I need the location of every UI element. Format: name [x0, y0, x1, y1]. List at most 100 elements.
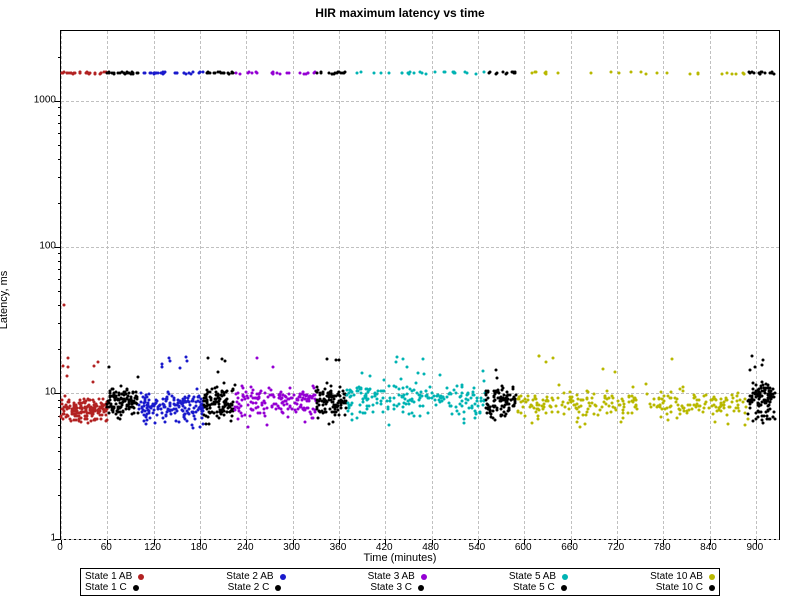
- data-point: [569, 398, 572, 401]
- data-point: [704, 403, 707, 406]
- data-point: [292, 393, 295, 396]
- data-point: [476, 404, 479, 407]
- data-point: [451, 412, 454, 415]
- data-point: [179, 400, 182, 403]
- data-point: [610, 401, 613, 404]
- data-point: [325, 358, 328, 361]
- data-point: [406, 366, 409, 369]
- data-point: [205, 399, 208, 402]
- data-point: [182, 410, 185, 413]
- x-tick-label: 900: [746, 542, 763, 553]
- data-point: [249, 395, 252, 398]
- data-point: [438, 373, 441, 376]
- data-point: [645, 72, 648, 75]
- data-point: [223, 403, 226, 406]
- data-point: [588, 405, 591, 408]
- data-point: [126, 395, 129, 398]
- data-point: [666, 418, 669, 421]
- data-point: [590, 71, 593, 74]
- data-point: [145, 418, 148, 421]
- data-point: [728, 405, 731, 408]
- data-point: [136, 71, 139, 74]
- data-point: [203, 413, 206, 416]
- data-point: [79, 411, 82, 414]
- data-point: [358, 404, 361, 407]
- data-point: [652, 397, 655, 400]
- data-point: [755, 418, 758, 421]
- data-point: [645, 393, 648, 396]
- data-point: [660, 391, 663, 394]
- data-point: [696, 72, 699, 75]
- data-point: [250, 386, 253, 389]
- data-point: [362, 412, 365, 415]
- data-point: [233, 384, 236, 387]
- x-tick-label: 180: [191, 542, 208, 553]
- data-point: [710, 405, 713, 408]
- data-point: [198, 425, 201, 428]
- data-point: [726, 414, 729, 417]
- data-point: [92, 381, 95, 384]
- data-point: [541, 408, 544, 411]
- data-point: [120, 402, 123, 405]
- data-point: [307, 398, 310, 401]
- data-point: [611, 406, 614, 409]
- data-point: [526, 399, 529, 402]
- legend-item: State 10 AB: [650, 571, 715, 582]
- data-point: [327, 392, 330, 395]
- data-point: [541, 398, 544, 401]
- data-point: [266, 423, 269, 426]
- y-tick-label: 10: [0, 386, 56, 397]
- data-point: [366, 405, 369, 408]
- x-tick-label: 420: [376, 542, 393, 553]
- data-point: [143, 399, 146, 402]
- data-point: [101, 397, 104, 400]
- data-point: [206, 71, 209, 74]
- legend-item: State 1 AB: [85, 571, 144, 582]
- data-point: [328, 399, 331, 402]
- data-point: [211, 410, 214, 413]
- data-point: [626, 411, 629, 414]
- data-point: [111, 71, 114, 74]
- data-point: [490, 415, 493, 418]
- data-point: [380, 71, 383, 74]
- data-point: [714, 421, 717, 424]
- data-point: [223, 360, 226, 363]
- data-point: [86, 415, 89, 418]
- data-point: [462, 410, 465, 413]
- data-point: [186, 411, 189, 414]
- data-point: [216, 415, 219, 418]
- data-point: [532, 406, 535, 409]
- data-point: [609, 410, 612, 413]
- data-point: [601, 368, 604, 371]
- data-point: [216, 397, 219, 400]
- data-point: [132, 406, 135, 409]
- data-point: [156, 72, 159, 75]
- data-point: [96, 360, 99, 363]
- data-point: [753, 365, 756, 368]
- data-point: [544, 412, 547, 415]
- data-point: [83, 414, 86, 417]
- data-point: [302, 391, 305, 394]
- data-point: [351, 419, 354, 422]
- data-point: [575, 421, 578, 424]
- data-point: [93, 71, 96, 74]
- legend-swatch: [709, 585, 715, 591]
- data-point: [395, 356, 398, 359]
- data-point: [247, 426, 250, 429]
- data-point: [407, 413, 410, 416]
- data-point: [382, 411, 385, 414]
- data-point: [314, 411, 317, 414]
- data-point: [270, 388, 273, 391]
- data-point: [144, 422, 147, 425]
- data-point: [493, 399, 496, 402]
- data-point: [171, 408, 174, 411]
- data-point: [413, 400, 416, 403]
- data-point: [550, 410, 553, 413]
- legend-row: State 1 CState 2 CState 3 CState 5 CStat…: [85, 582, 715, 593]
- data-point: [238, 403, 241, 406]
- data-point: [322, 400, 325, 403]
- data-point: [696, 399, 699, 402]
- data-point: [340, 71, 343, 74]
- data-point: [263, 415, 266, 418]
- data-point: [494, 368, 497, 371]
